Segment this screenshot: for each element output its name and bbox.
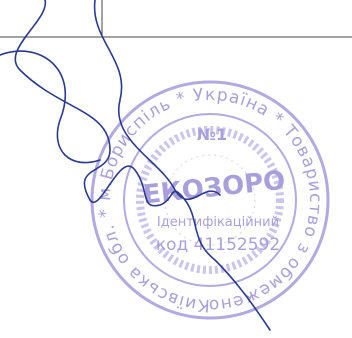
stamp-outer-ring [90,80,330,320]
stamp-line: Ідентифікаційний [157,215,279,230]
signature-stroke [0,50,101,164]
stamp-ring-text: Київська обл. * м.Бориспіль * Україна * … [0,0,324,315]
stamp-inner-ring [123,113,297,287]
signature-stroke [14,0,271,331]
signature-stroke [93,0,221,201]
stamp-ring-text: Київська обл. * м.Бориспіль * Україна * … [0,0,324,315]
table-fragment [0,0,352,38]
stamp-number: №1 [197,125,227,144]
stamp-pattern [164,154,256,246]
stamp: Київська обл. * м.Бориспіль * Україна * … [0,0,330,320]
signature [0,0,271,331]
stamp-line: код 41152592 [156,235,280,255]
stamp-pattern [136,126,284,274]
